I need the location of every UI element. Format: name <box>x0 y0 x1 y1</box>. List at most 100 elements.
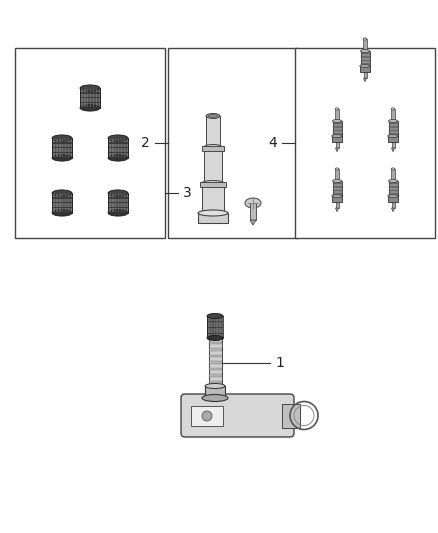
Ellipse shape <box>363 38 367 40</box>
Bar <box>207 327 223 328</box>
Bar <box>389 130 398 131</box>
Bar <box>389 190 398 191</box>
Bar <box>214 317 215 337</box>
Bar <box>389 126 398 128</box>
Bar <box>391 169 395 181</box>
Text: 3: 3 <box>183 186 192 200</box>
Ellipse shape <box>80 105 100 111</box>
Bar <box>332 193 342 195</box>
Bar <box>57 139 58 157</box>
Bar <box>360 56 370 58</box>
Bar <box>332 133 342 134</box>
Polygon shape <box>392 208 395 212</box>
Bar <box>388 196 398 202</box>
Bar <box>108 142 128 143</box>
Ellipse shape <box>52 155 72 161</box>
Bar <box>295 48 435 238</box>
Bar <box>208 381 222 383</box>
Ellipse shape <box>335 108 339 110</box>
Ellipse shape <box>332 134 342 138</box>
Ellipse shape <box>52 190 72 196</box>
Bar <box>191 406 223 426</box>
Bar <box>124 139 125 157</box>
Bar <box>282 404 300 428</box>
Ellipse shape <box>202 181 224 185</box>
Ellipse shape <box>208 115 218 117</box>
Bar <box>332 186 342 188</box>
Bar <box>87 89 88 107</box>
Ellipse shape <box>202 411 212 421</box>
Bar <box>68 194 69 212</box>
Bar <box>65 139 66 157</box>
Bar <box>211 317 212 337</box>
Bar <box>52 147 72 149</box>
Bar <box>52 193 72 213</box>
Ellipse shape <box>245 198 261 208</box>
Bar <box>112 194 113 212</box>
Polygon shape <box>250 220 256 225</box>
Bar <box>202 146 224 151</box>
Bar <box>392 142 395 148</box>
Bar <box>389 121 398 136</box>
Bar <box>204 147 222 182</box>
Bar <box>208 342 222 344</box>
Bar <box>208 348 222 351</box>
Bar <box>332 190 342 191</box>
Bar <box>168 48 298 238</box>
Bar <box>332 121 342 136</box>
Bar <box>52 138 72 158</box>
Bar <box>127 139 128 157</box>
Bar <box>59 139 60 157</box>
Bar <box>108 152 128 154</box>
Bar <box>208 317 209 337</box>
Ellipse shape <box>388 134 398 138</box>
Bar <box>81 89 83 107</box>
Bar <box>53 139 55 157</box>
Bar <box>65 194 66 212</box>
Bar <box>95 89 97 107</box>
Bar <box>207 333 223 334</box>
Bar <box>335 109 339 121</box>
Bar <box>219 317 221 337</box>
Bar <box>202 183 224 213</box>
Bar <box>108 197 128 198</box>
Ellipse shape <box>108 210 128 216</box>
Bar <box>93 89 94 107</box>
Bar <box>208 336 222 386</box>
Ellipse shape <box>360 64 370 68</box>
Bar <box>205 386 225 398</box>
Bar <box>389 181 398 196</box>
Text: 2: 2 <box>141 136 150 150</box>
Bar <box>112 139 113 157</box>
Bar <box>392 202 395 208</box>
Ellipse shape <box>80 85 100 91</box>
Ellipse shape <box>207 313 223 319</box>
Ellipse shape <box>206 114 220 118</box>
Polygon shape <box>336 208 339 212</box>
Ellipse shape <box>205 384 225 389</box>
Ellipse shape <box>389 180 398 182</box>
Bar <box>250 203 256 220</box>
Ellipse shape <box>335 168 339 170</box>
Bar <box>108 138 128 158</box>
Bar <box>207 316 223 338</box>
Ellipse shape <box>108 190 128 196</box>
Bar <box>364 72 367 78</box>
Bar <box>121 194 122 212</box>
Ellipse shape <box>208 334 222 338</box>
Bar <box>208 361 222 364</box>
Bar <box>62 194 64 212</box>
Bar <box>53 194 55 212</box>
Ellipse shape <box>52 210 72 216</box>
Ellipse shape <box>108 155 128 161</box>
Bar <box>389 186 398 188</box>
Bar <box>108 203 128 204</box>
Bar <box>388 136 398 142</box>
Bar <box>200 182 226 187</box>
Bar <box>389 193 398 195</box>
Ellipse shape <box>391 108 395 110</box>
Bar <box>118 194 119 212</box>
Text: 1: 1 <box>275 356 284 370</box>
Bar <box>80 92 100 93</box>
Bar <box>335 169 339 181</box>
